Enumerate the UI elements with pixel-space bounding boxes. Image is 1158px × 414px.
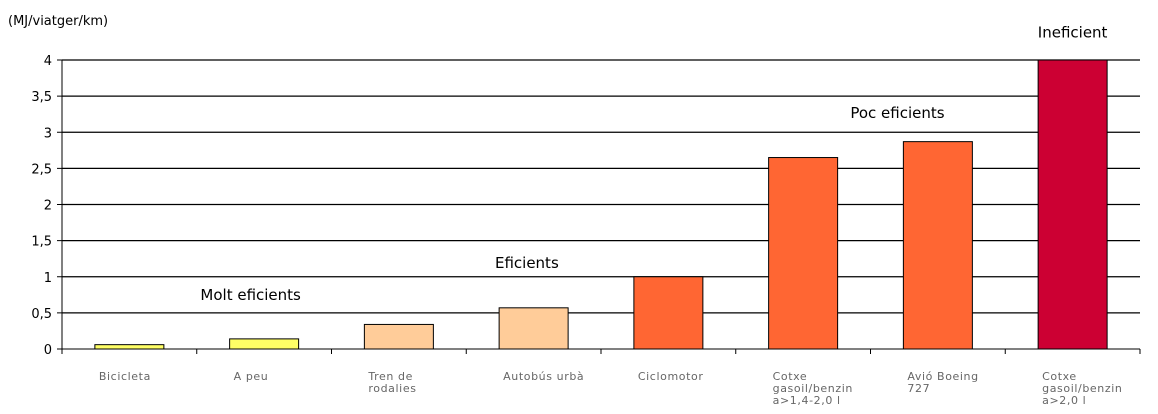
x-tick-label: Cotxe gasoil/benzin a>2,0 l xyxy=(1042,370,1122,407)
y-tick-label: 4 xyxy=(44,54,52,69)
category-annotation: Poc eficients xyxy=(850,104,944,122)
y-tick-label: 1,5 xyxy=(31,235,52,250)
y-tick-label: 3,5 xyxy=(31,90,52,105)
bars xyxy=(94,59,1108,350)
x-tick-label: Bicicleta xyxy=(99,370,151,383)
category-annotation: Ineficient xyxy=(1038,24,1108,42)
category-annotation: Eficients xyxy=(495,254,559,272)
x-tick-label: Avió Boeing 727 xyxy=(907,370,978,395)
x-tick-label: Cotxe gasoil/benzin a>1,4-2,0 l xyxy=(773,370,853,407)
x-tick-label: Tren de rodalies xyxy=(367,370,416,395)
y-tick-label: 3 xyxy=(44,126,52,141)
x-tick-label: A peu xyxy=(234,370,269,383)
axes xyxy=(57,59,1141,354)
y-tick-labels: 0 0,5 1 1,5 2 2,5 3 3,5 4 xyxy=(31,54,52,358)
y-tick-label: 0,5 xyxy=(31,307,52,322)
bar xyxy=(633,276,704,350)
gridlines xyxy=(62,59,1140,314)
y-tick-label: 2 xyxy=(44,199,52,214)
y-tick-label: 0 xyxy=(44,343,52,358)
y-tick-label: 1 xyxy=(44,271,52,286)
y-axis-label: (MJ/viatger/km) xyxy=(8,14,108,29)
bar xyxy=(768,157,839,350)
bar xyxy=(229,338,300,350)
bar xyxy=(498,307,569,350)
bar xyxy=(363,323,434,350)
annotations: Molt eficients Eficients Poc eficients Inef… xyxy=(200,24,1107,304)
bar xyxy=(902,141,973,350)
category-annotation: Molt eficients xyxy=(200,286,301,304)
x-tick-labels: Bicicleta A peu Tren de rodalies Autobús urb… xyxy=(99,370,1122,407)
bar xyxy=(1037,59,1108,350)
bar xyxy=(94,344,165,350)
x-tick-label: Autobús urbà xyxy=(503,370,584,383)
y-tick-label: 2,5 xyxy=(31,162,52,177)
x-tick-label: Ciclomotor xyxy=(638,370,704,383)
